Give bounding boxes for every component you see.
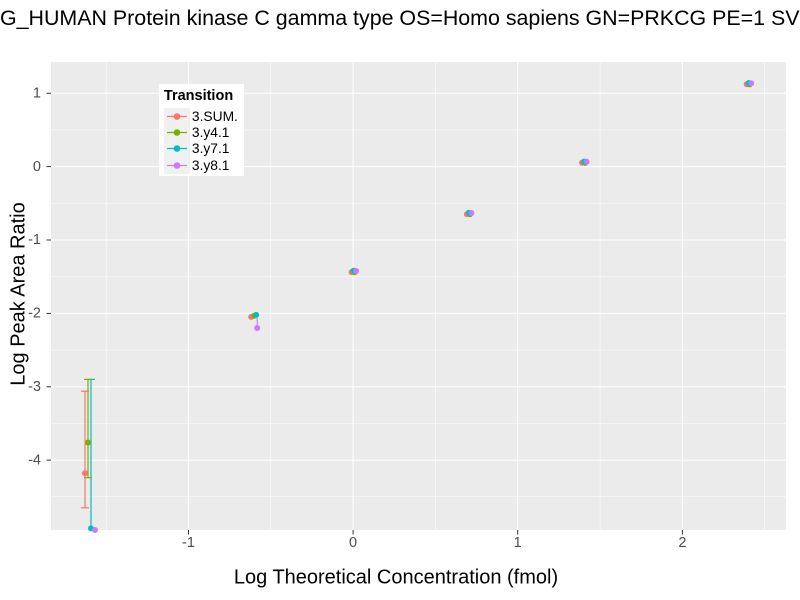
svg-text:-4: -4 bbox=[28, 452, 41, 468]
svg-text:-2: -2 bbox=[28, 306, 41, 322]
svg-text:1: 1 bbox=[33, 86, 41, 102]
svg-text:0: 0 bbox=[349, 535, 357, 551]
svg-text:-1: -1 bbox=[28, 232, 41, 248]
svg-text:2: 2 bbox=[678, 535, 686, 551]
svg-text:-3: -3 bbox=[28, 379, 41, 395]
svg-text:-1: -1 bbox=[182, 535, 195, 551]
svg-text:0: 0 bbox=[33, 159, 41, 175]
svg-text:1: 1 bbox=[514, 535, 522, 551]
